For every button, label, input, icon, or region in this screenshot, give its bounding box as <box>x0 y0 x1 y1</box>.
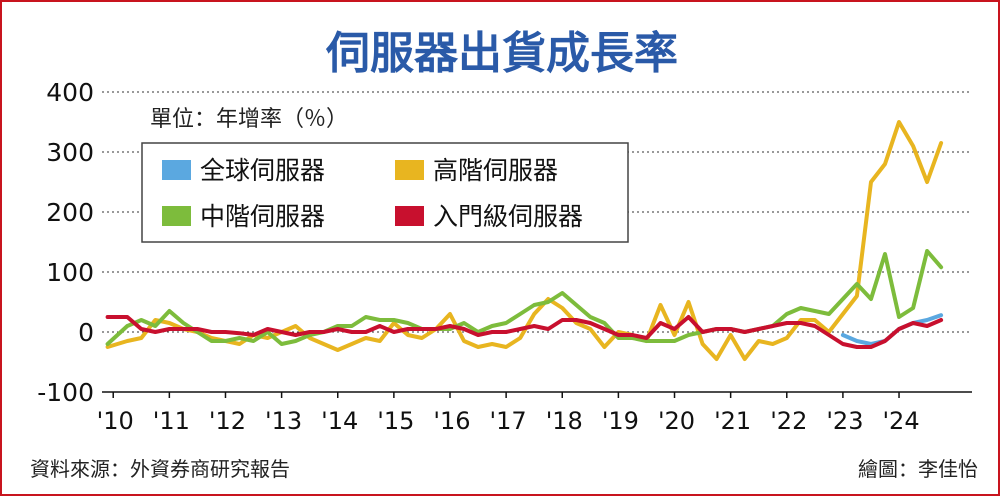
x-tick-label: '10 <box>97 407 134 435</box>
x-tick-label: '23 <box>826 407 863 435</box>
series-lines <box>105 120 944 361</box>
legend-swatch <box>162 160 191 180</box>
legend-label: 中階伺服器 <box>200 202 325 231</box>
legend-label: 高階伺服器 <box>433 156 558 185</box>
x-tick-label: '13 <box>265 407 302 435</box>
x-tick-label: '21 <box>714 407 751 435</box>
x-tick-label: '15 <box>377 407 414 435</box>
x-axis <box>102 391 972 398</box>
x-tick-label: '14 <box>321 407 358 435</box>
legend-swatch <box>395 206 424 226</box>
y-tick-label: 100 <box>46 258 94 287</box>
source-note: 資料來源：外資券商研究報告 <box>30 457 290 481</box>
legend-label: 全球伺服器 <box>200 156 325 185</box>
series-line-2 <box>105 249 944 346</box>
x-tick-label: '20 <box>658 407 695 435</box>
x-tick-label: '19 <box>602 407 639 435</box>
series-line-0 <box>840 313 944 346</box>
y-tick-label: 400 <box>46 78 94 107</box>
y-tick-label: 0 <box>78 318 94 347</box>
y-tick-label: 200 <box>46 198 94 227</box>
legend-swatch <box>395 160 424 180</box>
y-tick-label: -100 <box>37 378 94 407</box>
x-tick-label: '16 <box>433 407 470 435</box>
y-tick-label: 300 <box>46 138 94 167</box>
x-tick-label: '17 <box>490 407 527 435</box>
x-tick-label: '12 <box>209 407 246 435</box>
x-tick-label: '18 <box>546 407 583 435</box>
y-axis-tick-labels: 400 300 200 100 0 -100 <box>37 78 94 407</box>
legend-swatch <box>162 206 191 226</box>
legend-box <box>141 142 629 243</box>
x-tick-label: '22 <box>770 407 807 435</box>
x-tick-label: '24 <box>882 407 919 435</box>
series-line-3 <box>105 315 944 349</box>
legend-label: 入門級伺服器 <box>433 202 583 231</box>
x-axis-tick-labels: '10 '11 '12 '13 '14 '15 '16 '17 '18 '19 '20 '21 '22 '… <box>97 407 920 435</box>
unit-label: 單位：年增率（％） <box>150 107 348 132</box>
chart-title: 伺服器出貨成長率 <box>325 28 678 79</box>
credit-note: 繪圖：李佳怡 <box>858 457 978 481</box>
x-tick-label: '11 <box>153 407 190 435</box>
